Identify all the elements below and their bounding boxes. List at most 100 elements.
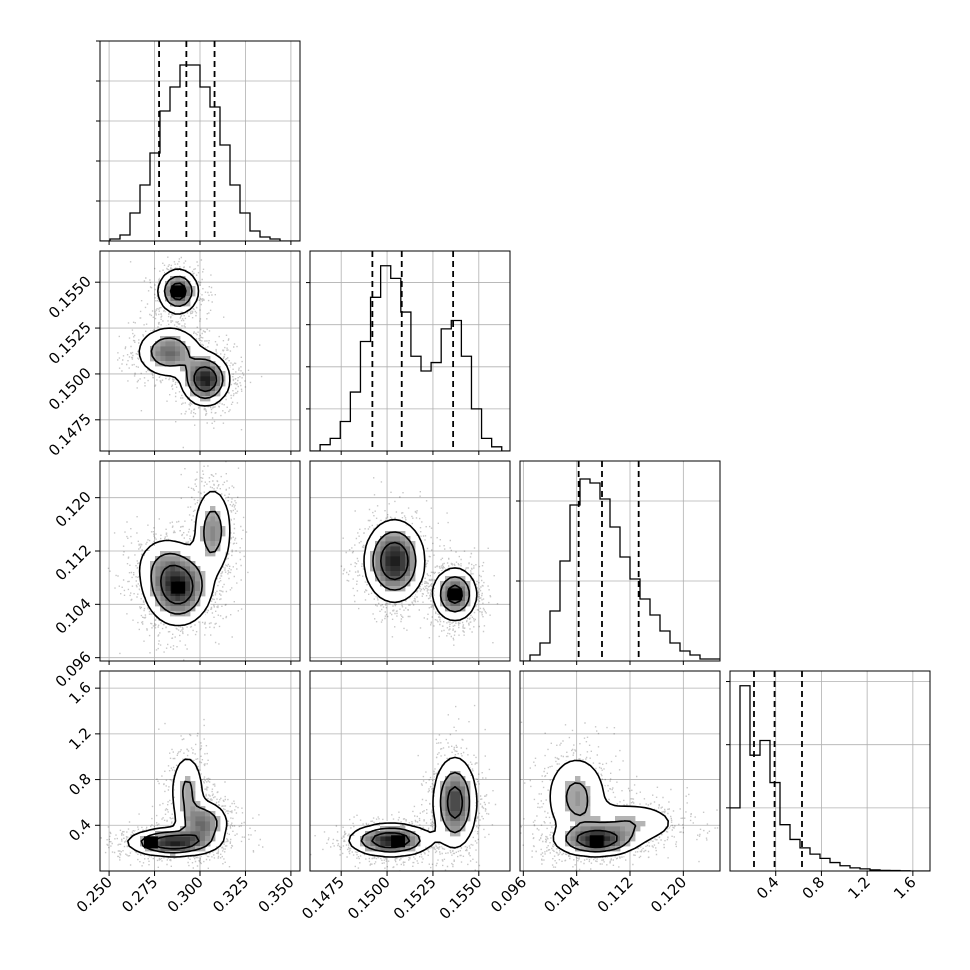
histogram-frame-2 — [519, 460, 721, 662]
density-peak-3-1 — [391, 835, 406, 848]
xtick-label-2-3: 0.120 — [647, 873, 690, 916]
scatter-panel-2-1 — [309, 460, 511, 662]
ytick-label-2-0: 0.096 — [52, 648, 95, 691]
density-shade-3-0-2 — [160, 836, 191, 847]
density-shade-3-0-4 — [170, 836, 201, 852]
xtick-label-3-2: 1.2 — [844, 873, 874, 903]
ytick-label-1-3: 0.1550 — [45, 272, 95, 322]
scatter-panel-2-0 — [99, 460, 301, 662]
xtick-label-0-0: 0.250 — [73, 873, 116, 916]
density-shade-3-0-1 — [165, 841, 186, 847]
xtick-label-0-2: 0.300 — [164, 873, 207, 916]
density-shade-2-1-0 — [390, 556, 401, 567]
density-shade-2-1-7 — [375, 536, 466, 607]
ytick-label-2-2: 0.112 — [52, 541, 95, 584]
scatter-content-3-0 — [100, 671, 300, 871]
contour-2-0-2 — [160, 564, 194, 605]
density-shade-2-0-3 — [165, 571, 191, 602]
xtick-label-2-1: 0.104 — [540, 873, 583, 916]
contour-3-2-1 — [565, 782, 637, 853]
contour-3-1-2 — [371, 786, 464, 849]
scatter-content-3-2 — [520, 671, 720, 871]
contour-3-1-0 — [348, 756, 478, 858]
ytick-label-2-1: 0.104 — [52, 594, 95, 637]
ytick-label-3-2: 1.2 — [65, 724, 95, 754]
xtick-label-3-3: 1.6 — [890, 873, 920, 903]
xtick-label-3-1: 0.8 — [799, 873, 829, 903]
density-shade-3-2-9 — [565, 781, 636, 852]
density-shade-3-2-10 — [565, 776, 646, 847]
scatter-panel-3-0 — [99, 670, 301, 872]
ytick-label-1-0: 0.1475 — [45, 410, 95, 460]
contour-3-0-1 — [140, 780, 218, 854]
xtick-label-3-0: 0.4 — [753, 873, 783, 903]
density-shade-1-0-1 — [200, 371, 211, 387]
histogram-steps-3 — [730, 685, 930, 871]
histogram-steps-2 — [520, 478, 720, 661]
ytick-label-2-3: 0.120 — [52, 488, 95, 531]
xtick-label-2-2: 0.112 — [594, 873, 637, 916]
contour-2-0-0 — [138, 490, 231, 627]
scatter-points-3-2 — [520, 721, 719, 871]
histogram-panel-1 — [306, 250, 511, 452]
ytick-label-1-2: 0.1525 — [45, 318, 95, 368]
contour-3-1-1 — [360, 771, 471, 853]
density-shade-3-1-3 — [375, 791, 461, 847]
density-peak-2-1 — [447, 588, 462, 601]
contour-2-0-1 — [150, 510, 223, 615]
scatter-panel-1-0 — [99, 250, 301, 452]
density-shade-2-1-9 — [375, 531, 471, 612]
contour-2-1-0 — [363, 518, 478, 622]
density-shade-2-1-6 — [380, 541, 466, 592]
scatter-frame-3-1 — [309, 670, 511, 872]
histogram-panel-2 — [516, 460, 721, 662]
density-shade-1-0-9 — [150, 276, 226, 382]
ytick-label-1-1: 0.1500 — [45, 364, 95, 414]
ytick-label-3-0: 0.4 — [65, 815, 95, 845]
xtick-label-0-1: 0.275 — [118, 873, 161, 916]
density-peak-2-0 — [171, 581, 186, 594]
density-peak-3-2 — [589, 835, 604, 848]
xtick-label-1-1: 0.1500 — [344, 873, 394, 923]
scatter-frame-2-1 — [309, 460, 511, 662]
scatter-content-2-1 — [310, 461, 510, 661]
density-shade-3-0-6 — [180, 816, 211, 852]
density-peak-1-0 — [171, 285, 186, 298]
xtick-label-0-4: 0.350 — [255, 873, 298, 916]
contour-2-1-1 — [372, 531, 471, 613]
scatter-points-1-0 — [117, 251, 263, 449]
histogram-frame-1 — [309, 250, 511, 452]
contour-2-1-2 — [380, 541, 463, 604]
histogram-steps-0 — [100, 64, 300, 241]
histogram-panel-0 — [96, 40, 301, 242]
density-shade-3-2-3 — [580, 831, 616, 847]
xtick-label-0-3: 0.325 — [209, 873, 252, 916]
density-shade-3-0-3 — [155, 836, 196, 847]
xtick-label-1-3: 0.1550 — [436, 873, 486, 923]
density-shade-2-0-5 — [160, 566, 191, 602]
scatter-content-1-0 — [100, 251, 300, 451]
histogram-steps-1 — [310, 265, 510, 451]
density-shade-3-2-7 — [570, 826, 626, 852]
histogram-panel-3 — [726, 670, 931, 872]
contour-1-0-0 — [138, 268, 231, 407]
contour-3-0-0 — [127, 758, 228, 858]
contour-3-2-0 — [549, 759, 669, 858]
xtick-label-1-0: 0.1475 — [298, 873, 348, 923]
density-shade-3-1-4 — [375, 811, 461, 847]
density-shade-2-0-4 — [165, 566, 191, 602]
ytick-label-3-1: 0.8 — [65, 770, 95, 800]
scatter-content-2-0 — [100, 461, 300, 661]
density-shade-3-0-5 — [150, 821, 206, 852]
contour-1-0-1 — [150, 275, 224, 400]
contour-1-0-2 — [169, 282, 218, 393]
scatter-frame-3-2 — [519, 670, 721, 872]
density-shade-3-0-0 — [170, 841, 181, 847]
density-shade-2-0-11 — [150, 506, 226, 617]
density-shade-2-0-9 — [155, 516, 221, 612]
density-shade-3-1-9 — [360, 771, 471, 852]
scatter-content-3-1 — [310, 671, 510, 871]
scatter-panel-3-1 — [309, 670, 511, 872]
contour-3-0-2 — [152, 834, 200, 850]
